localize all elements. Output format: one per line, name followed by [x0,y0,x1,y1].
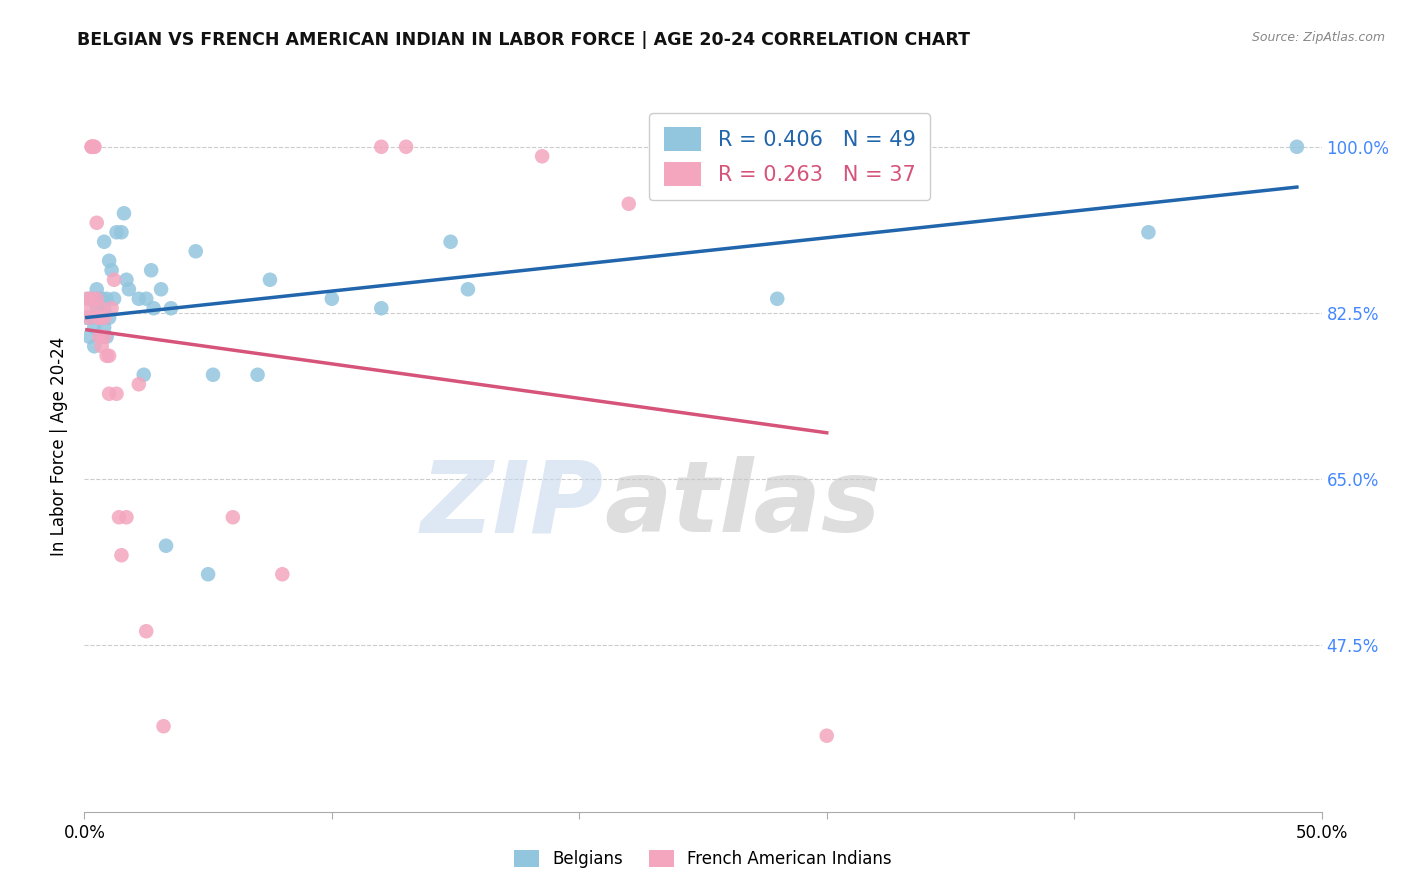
Point [93,330,115,344]
Point [90,301,112,316]
Point [115,273,138,287]
Point [160,301,183,316]
Point [83,140,105,154]
Point [259,273,281,287]
Point [108,510,131,524]
Point [98,349,121,363]
Point [184,244,207,259]
Point [110,548,132,562]
Point [841,140,863,154]
Point [815,729,838,743]
Point [80,292,103,306]
Point [617,196,640,211]
Point [83,320,105,334]
Point [90,292,112,306]
Point [321,292,343,306]
Point [80,140,103,154]
Point [105,225,128,239]
Point [93,310,115,325]
Point [112,206,135,220]
Point [150,282,173,296]
Point [80,310,103,325]
Point [128,292,150,306]
Point [93,301,115,316]
Point [100,301,122,316]
Text: atlas: atlas [605,456,880,553]
Point [103,292,125,306]
Point [90,330,112,344]
Point [1285,140,1308,154]
Point [96,330,118,344]
Point [89,292,111,306]
Point [83,140,105,154]
Text: ZIP: ZIP [420,456,605,553]
Point [83,339,105,353]
Point [132,368,155,382]
Point [89,310,111,325]
Point [271,567,294,582]
Point [197,567,219,582]
Point [96,292,118,306]
Point [79,310,101,325]
Point [531,149,554,163]
Point [155,539,177,553]
Point [76,292,98,306]
Point [86,216,108,230]
Point [90,310,112,325]
Point [128,377,150,392]
Legend: Belgians, French American Indians: Belgians, French American Indians [508,843,898,875]
Point [110,225,132,239]
Point [96,349,118,363]
Point [395,140,418,154]
Point [86,292,108,306]
Point [142,301,165,316]
Point [86,282,108,296]
Point [89,310,111,325]
Point [103,273,125,287]
Point [222,510,245,524]
Point [93,320,115,334]
Point [202,368,225,382]
Point [79,301,101,316]
Point [98,386,121,401]
Point [86,301,108,316]
Point [115,510,138,524]
Point [89,310,111,325]
Point [80,292,103,306]
Point [90,339,112,353]
Point [80,140,103,154]
Text: BELGIAN VS FRENCH AMERICAN INDIAN IN LABOR FORCE | AGE 20-24 CORRELATION CHART: BELGIAN VS FRENCH AMERICAN INDIAN IN LAB… [77,31,970,49]
Point [80,140,103,154]
Point [79,330,101,344]
Point [152,719,174,733]
Point [98,310,121,325]
Point [1137,225,1160,239]
Y-axis label: In Labor Force | Age 20-24: In Labor Force | Age 20-24 [51,336,69,556]
Point [135,624,157,639]
Point [370,301,392,316]
Point [98,253,121,268]
Point [76,310,98,325]
Point [766,292,789,306]
Point [79,292,101,306]
Point [105,386,128,401]
Point [93,235,115,249]
Text: Source: ZipAtlas.com: Source: ZipAtlas.com [1251,31,1385,45]
Point [89,330,111,344]
Point [246,368,269,382]
Point [135,292,157,306]
Point [100,263,122,277]
Point [118,282,141,296]
Point [457,282,479,296]
Point [439,235,461,249]
Point [141,263,163,277]
Point [370,140,392,154]
Legend: R = 0.406   N = 49, R = 0.263   N = 37: R = 0.406 N = 49, R = 0.263 N = 37 [650,112,931,201]
